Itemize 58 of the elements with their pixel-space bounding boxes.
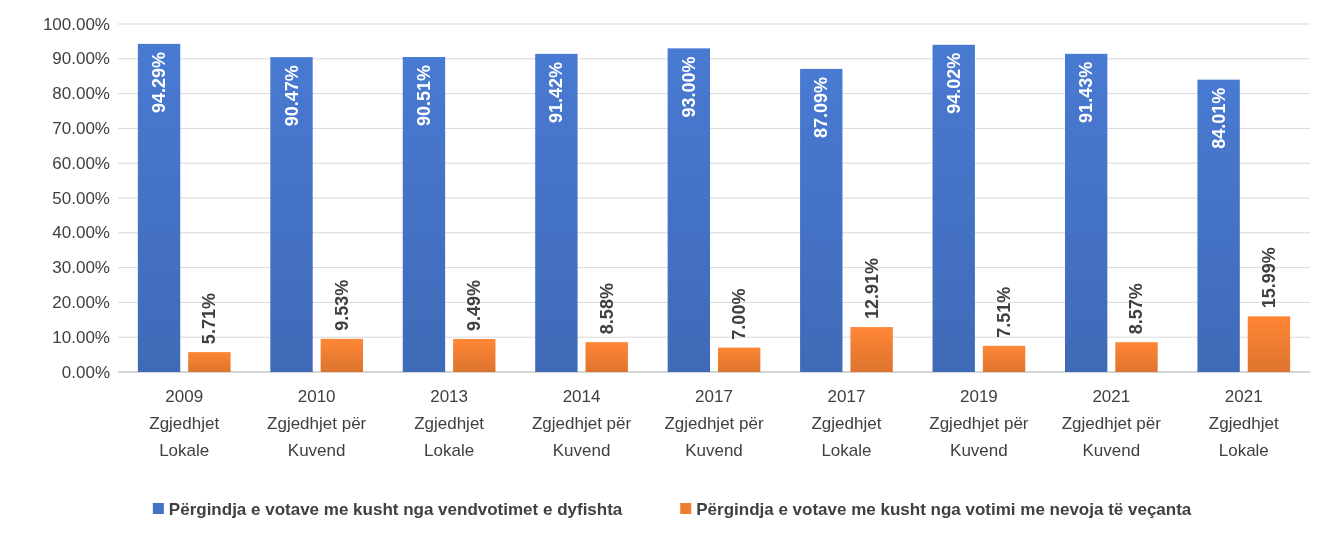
data-label: 90.47% bbox=[281, 65, 302, 127]
data-label: 8.58% bbox=[596, 283, 617, 335]
data-label: 84.01% bbox=[1208, 87, 1229, 149]
bar bbox=[188, 352, 231, 372]
data-label: 9.49% bbox=[464, 279, 485, 331]
x-tick-label: 2010 Zgjedhjet për Kuvend bbox=[267, 387, 367, 460]
x-tick-label: 2017 Zgjedhjet Lokale bbox=[811, 387, 882, 460]
y-tick-label: 90.00% bbox=[52, 49, 110, 69]
data-label: 7.00% bbox=[729, 288, 750, 340]
data-label: 93.00% bbox=[678, 56, 699, 118]
bar bbox=[137, 43, 181, 372]
data-label: 12.91% bbox=[861, 258, 882, 320]
bar bbox=[585, 342, 628, 372]
y-tick-label: 10.00% bbox=[52, 327, 110, 347]
bar bbox=[800, 68, 843, 372]
data-label: 91.43% bbox=[1076, 61, 1097, 123]
legend-label: Përgindja e votave me kusht nga votimi me nevoja të veçanta bbox=[696, 499, 1192, 519]
bar bbox=[1064, 53, 1108, 372]
bar bbox=[1247, 316, 1291, 372]
data-label: 90.51% bbox=[413, 65, 434, 127]
x-tick-label: 2017 Zgjedhjet për Kuvend bbox=[664, 387, 764, 460]
data-label: 9.53% bbox=[331, 279, 352, 331]
y-tick-label: 40.00% bbox=[52, 223, 110, 243]
bar bbox=[850, 327, 893, 372]
y-tick-label: 100.00% bbox=[42, 14, 110, 34]
x-tick-label: 2021 Zgjedhjet Lokale bbox=[1208, 387, 1280, 460]
bar bbox=[270, 57, 313, 372]
bar bbox=[1115, 342, 1158, 372]
bar bbox=[982, 345, 1026, 372]
legend-label: Përgindja e votave me kusht nga vendvotimet e dyfishta bbox=[168, 499, 623, 519]
bar bbox=[535, 53, 578, 372]
y-tick-label: 60.00% bbox=[52, 153, 110, 173]
bar bbox=[717, 347, 761, 372]
y-tick-label: 70.00% bbox=[52, 118, 110, 138]
data-label: 5.71% bbox=[199, 293, 220, 345]
bar bbox=[402, 57, 446, 372]
data-label: 91.42% bbox=[546, 61, 567, 123]
bar bbox=[667, 48, 711, 372]
bar bbox=[320, 338, 364, 372]
x-tick-label: 2014 Zgjedhjet për Kuvend bbox=[531, 387, 632, 460]
x-tick-label: 2021 Zgjedhjet për Kuvend bbox=[1061, 387, 1162, 460]
data-label: 7.51% bbox=[994, 286, 1015, 338]
x-tick-label: 2013 Zgjedhjet Lokale bbox=[414, 387, 485, 460]
bar bbox=[453, 338, 496, 372]
data-label: 15.99% bbox=[1258, 247, 1279, 309]
data-label: 94.02% bbox=[943, 52, 964, 114]
data-label: 8.57% bbox=[1126, 283, 1147, 335]
y-tick-label: 50.00% bbox=[52, 188, 110, 208]
bar bbox=[932, 44, 975, 372]
y-tick-label: 0.00% bbox=[61, 362, 110, 382]
x-tick-label: 2009 Zgjedhjet Lokale bbox=[149, 387, 220, 460]
y-tick-label: 20.00% bbox=[52, 292, 110, 312]
bar bbox=[1197, 79, 1240, 372]
y-tick-label: 80.00% bbox=[52, 84, 110, 104]
y-tick-label: 30.00% bbox=[52, 258, 110, 278]
data-label: 94.29% bbox=[149, 51, 170, 113]
x-tick-label: 2019 Zgjedhjet për Kuvend bbox=[929, 387, 1029, 460]
data-label: 87.09% bbox=[811, 76, 832, 138]
